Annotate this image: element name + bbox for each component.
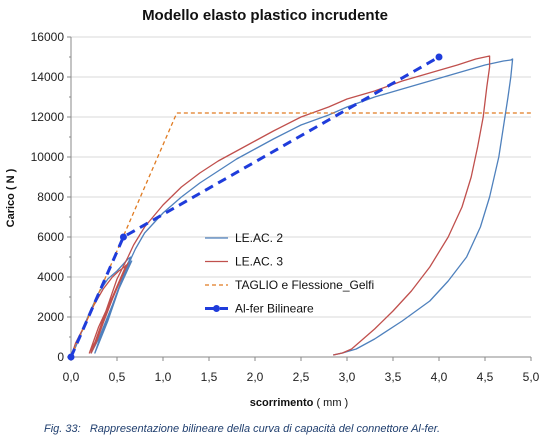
x-tick-label: 4,0 bbox=[431, 370, 448, 384]
x-tick-label: 4,5 bbox=[477, 370, 494, 384]
series-layer bbox=[67, 53, 531, 361]
caption-text: Rappresentazione bilineare della curva d… bbox=[89, 423, 441, 435]
x-axis-label-unit: ( mm ) bbox=[316, 397, 348, 409]
y-tick-label: 12000 bbox=[31, 110, 65, 124]
gridlines bbox=[71, 36, 531, 318]
y-tick-label: 4000 bbox=[37, 270, 64, 284]
x-axis-label-main: scorrimento bbox=[250, 397, 314, 409]
x-tick-label: 0,5 bbox=[109, 370, 126, 384]
figure-caption: Fig. 33: Rappresentazione bilineare dell… bbox=[44, 423, 544, 435]
x-axis-label: scorrimento ( mm ) bbox=[250, 397, 348, 409]
legend-label: LE.AC. 2 bbox=[235, 231, 283, 245]
x-tick-label: 0,0 bbox=[63, 370, 80, 384]
y-tick-label: 14000 bbox=[31, 70, 65, 84]
y-axis-label: Carico ( N ) bbox=[5, 168, 17, 227]
x-tick-label: 2,5 bbox=[293, 370, 310, 384]
x-axis-ticks: 0,0 0,5 1,0 1,5 2,0 2,5 3,0 3,5 4,0 4,5 5,0 bbox=[63, 357, 540, 384]
chart-canvas: Modello elasto plastico incrudente 0 2000… bbox=[5, 7, 540, 409]
x-tick-label: 1,0 bbox=[155, 370, 172, 384]
y-tick-label: 8000 bbox=[37, 190, 64, 204]
caption-prefix: Fig. 33: bbox=[44, 423, 81, 435]
y-tick-label: 2000 bbox=[37, 310, 64, 324]
series-marker bbox=[435, 53, 443, 61]
series-marker bbox=[119, 233, 127, 241]
legend-label: TAGLIO e Flessione_Gelfi bbox=[235, 278, 374, 292]
legend-label: Al-fer Bilineare bbox=[235, 302, 314, 316]
legend-marker bbox=[213, 305, 220, 312]
series-marker bbox=[67, 353, 75, 361]
x-tick-label: 5,0 bbox=[523, 370, 540, 384]
y-tick-label: 0 bbox=[57, 350, 64, 364]
y-tick-label: 6000 bbox=[37, 230, 64, 244]
y-axis-ticks: 0 2000 4000 6000 8000 10000 12000 14000 16000 bbox=[31, 30, 71, 364]
legend: LE.AC. 2 LE.AC. 3 TAGLIO e Flessione_Gelfi… bbox=[205, 231, 374, 316]
y-tick-label: 16000 bbox=[31, 30, 65, 44]
chart-title: Modello elasto plastico incrudente bbox=[142, 7, 388, 24]
x-tick-label: 1,5 bbox=[201, 370, 218, 384]
legend-label: LE.AC. 3 bbox=[235, 255, 283, 269]
x-tick-label: 3,5 bbox=[385, 370, 402, 384]
x-tick-label: 2,0 bbox=[247, 370, 264, 384]
x-tick-label: 3,0 bbox=[339, 370, 356, 384]
y-tick-label: 10000 bbox=[31, 150, 65, 164]
series-line-1 bbox=[70, 55, 491, 358]
